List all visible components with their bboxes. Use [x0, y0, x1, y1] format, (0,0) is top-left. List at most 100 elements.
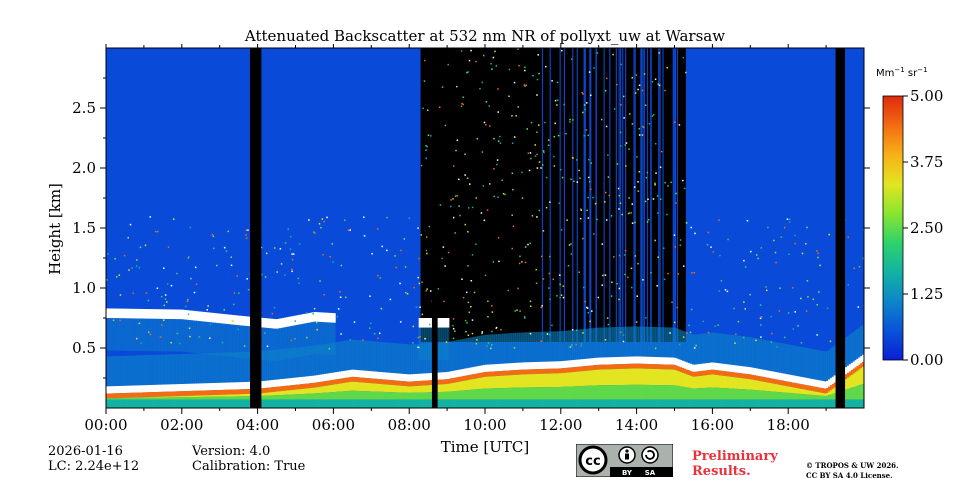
noise-speck: [582, 332, 584, 334]
noise-speck: [645, 104, 647, 106]
noise-speck: [339, 291, 341, 293]
noise-speck: [611, 282, 613, 284]
noise-speck: [246, 237, 248, 239]
noise-speck: [458, 205, 460, 207]
noise-speck: [569, 244, 571, 246]
noise-speck: [792, 287, 794, 289]
noise-speck: [583, 287, 585, 289]
noise-speck: [679, 124, 681, 126]
noise-speck: [788, 254, 790, 256]
noise-speck: [145, 245, 147, 247]
noise-speck: [514, 347, 516, 349]
noise-speck: [189, 336, 191, 338]
noise-speck: [306, 313, 308, 315]
noise-speck: [639, 134, 641, 136]
noise-speck: [647, 199, 649, 201]
noise-speck: [424, 80, 426, 82]
noise-speck: [636, 156, 638, 158]
noise-speck: [522, 197, 524, 199]
noise-speck: [468, 312, 470, 314]
noise-speck: [621, 214, 623, 216]
colorbar-unit-main: Mm: [876, 68, 894, 79]
noise-speck: [657, 285, 659, 287]
noise-speck: [461, 50, 463, 52]
noise-speck: [559, 274, 561, 276]
noise-speck: [441, 258, 443, 260]
scan-artefact: [620, 48, 621, 342]
noise-speck: [487, 301, 489, 303]
noise-speck: [664, 182, 666, 184]
noise-speck: [784, 337, 786, 339]
noise-speck: [538, 54, 540, 56]
noise-speck: [509, 69, 511, 71]
noise-speck: [177, 333, 179, 335]
noise-speck: [467, 265, 469, 267]
noise-speck: [467, 71, 469, 73]
y-tick-label: 2.0: [72, 159, 96, 177]
noise-speck: [596, 219, 598, 221]
noise-speck: [511, 248, 513, 250]
noise-speck: [453, 338, 455, 340]
noise-speck: [605, 90, 607, 92]
noise-speck: [642, 279, 644, 281]
noise-speck: [644, 73, 646, 75]
noise-speck: [816, 250, 818, 252]
noise-speck: [847, 237, 849, 239]
noise-speck: [588, 159, 590, 161]
y-axis-label: Height [km]: [46, 183, 64, 275]
scan-artefact: [584, 48, 585, 342]
noise-speck: [743, 337, 745, 339]
noise-speck: [454, 330, 456, 332]
noise-speck: [652, 115, 654, 117]
noise-speck: [582, 238, 584, 240]
cloud-band: [333, 313, 335, 323]
noise-speck: [663, 247, 665, 249]
noise-speck: [133, 293, 135, 295]
noise-speck: [628, 213, 630, 215]
noise-speck: [233, 304, 235, 306]
noise-speck: [238, 292, 240, 294]
noise-speck: [623, 341, 625, 343]
scan-artefact: [577, 48, 578, 342]
noise-speck: [625, 165, 627, 167]
noise-speck: [280, 248, 282, 250]
noise-speck: [521, 261, 523, 263]
noise-speck: [312, 313, 314, 315]
noise-speck: [666, 214, 668, 216]
noise-speck: [150, 334, 152, 336]
noise-speck: [559, 202, 561, 204]
noise-speck: [231, 265, 233, 267]
noise-speck: [166, 301, 168, 303]
noise-speck: [234, 292, 236, 294]
noise-speck: [157, 231, 159, 233]
noise-speck: [806, 227, 808, 229]
noise-speck: [645, 317, 647, 319]
scan-artefact: [673, 48, 674, 342]
noise-speck: [632, 123, 634, 125]
noise-speck: [496, 327, 498, 329]
noise-speck: [497, 88, 499, 90]
noise-speck: [274, 247, 276, 249]
noise-speck: [161, 324, 163, 326]
noise-speck: [612, 54, 614, 56]
noise-speck: [455, 195, 457, 197]
noise-speck: [590, 162, 592, 164]
noise-speck: [616, 84, 618, 86]
noise-speck: [272, 313, 274, 315]
noise-speck: [757, 258, 759, 260]
noise-speck: [535, 155, 537, 157]
noise-speck: [686, 332, 688, 334]
noise-speck: [571, 253, 573, 255]
noise-speck: [559, 297, 561, 299]
noise-speck: [511, 115, 512, 117]
colorbar-ticks: 0.001.252.503.755.00: [903, 87, 943, 369]
colorbar-unit: Mm−1 sr−1: [876, 66, 928, 79]
noise-speck: [625, 144, 627, 146]
noise-speck: [657, 195, 659, 197]
noise-speck: [761, 316, 763, 318]
noise-speck: [561, 294, 563, 296]
noise-speck: [266, 253, 268, 255]
noise-speck: [504, 194, 506, 196]
noise-speck: [484, 122, 486, 124]
noise-speck: [452, 198, 454, 200]
